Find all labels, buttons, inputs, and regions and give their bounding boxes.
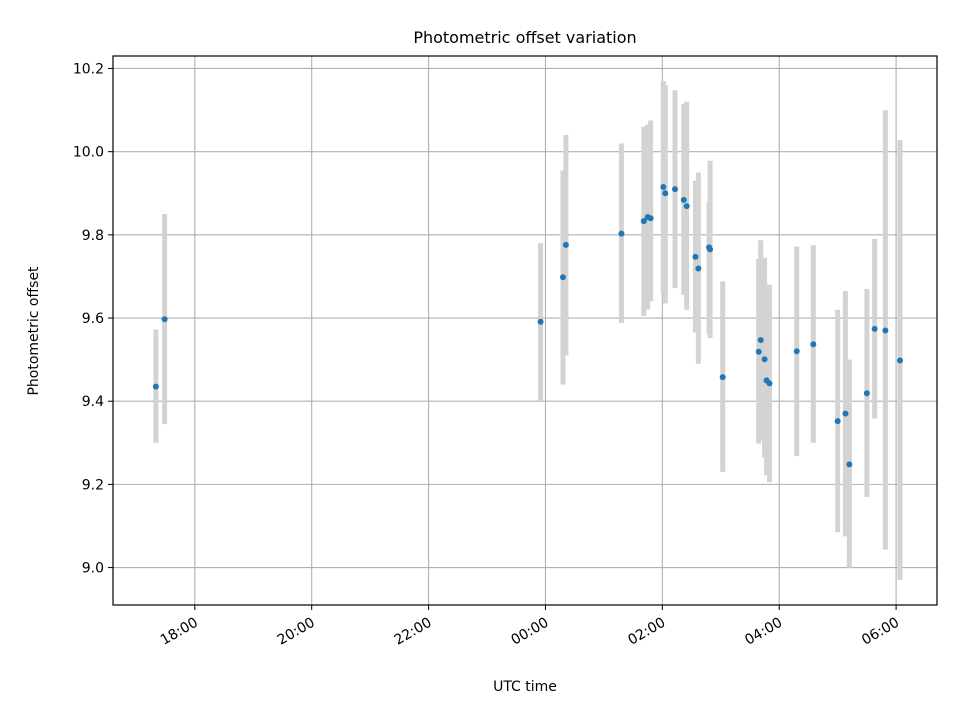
data-point (766, 380, 773, 387)
data-point (757, 337, 764, 344)
x-axis-label: UTC time (493, 679, 557, 695)
x-tick-label: 00:00 (509, 615, 552, 649)
data-point (793, 348, 800, 355)
y-tick-label: 10.2 (73, 61, 104, 77)
data-point (161, 316, 168, 323)
data-point (719, 374, 726, 381)
data-point (842, 410, 849, 417)
data-point (863, 390, 870, 397)
data-point (680, 196, 687, 203)
y-tick-label: 10.0 (73, 145, 104, 161)
data-point (707, 246, 714, 253)
y-axis-label: Photometric offset (26, 266, 42, 396)
data-point (662, 190, 669, 197)
data-point (618, 230, 625, 237)
x-tick-label: 22:00 (392, 615, 435, 649)
data-point (152, 383, 159, 390)
data-point (562, 241, 569, 248)
plot-frame (112, 55, 938, 606)
x-tick-label: 20:00 (275, 615, 318, 649)
chart-title: Photometric offset variation (413, 28, 636, 47)
data-point (660, 184, 667, 191)
data-points (152, 184, 903, 468)
y-tick-label: 9.0 (82, 561, 104, 577)
data-point (896, 357, 903, 364)
data-point (647, 215, 654, 222)
y-tick-label: 9.6 (82, 311, 104, 327)
y-tick-label: 9.2 (82, 477, 104, 493)
data-point (882, 327, 889, 334)
y-tick-label: 9.4 (82, 394, 104, 410)
data-point (683, 203, 690, 210)
x-axis-ticks: 18:00 20:00 22:00 00:00 02:00 04:00 06:00 (158, 605, 902, 649)
x-tick-label: 04:00 (742, 615, 785, 649)
x-tick-label: 06:00 (859, 615, 902, 649)
y-axis-ticks: 9.0 9.2 9.4 9.6 9.8 10.0 10.2 (73, 61, 113, 577)
grid-lines (113, 56, 937, 605)
data-point (671, 186, 678, 193)
data-point (810, 341, 817, 348)
data-point (871, 325, 878, 332)
data-point (755, 348, 762, 355)
data-point (846, 461, 853, 468)
data-point (695, 265, 702, 272)
data-point (537, 318, 544, 325)
data-point (834, 418, 841, 425)
x-tick-label: 02:00 (625, 615, 668, 649)
data-point (640, 218, 647, 225)
data-point (692, 253, 699, 260)
y-tick-label: 9.8 (82, 228, 104, 244)
plot-area (113, 56, 937, 605)
data-point (559, 274, 566, 281)
data-point (761, 356, 768, 363)
x-tick-label: 18:00 (158, 615, 201, 649)
